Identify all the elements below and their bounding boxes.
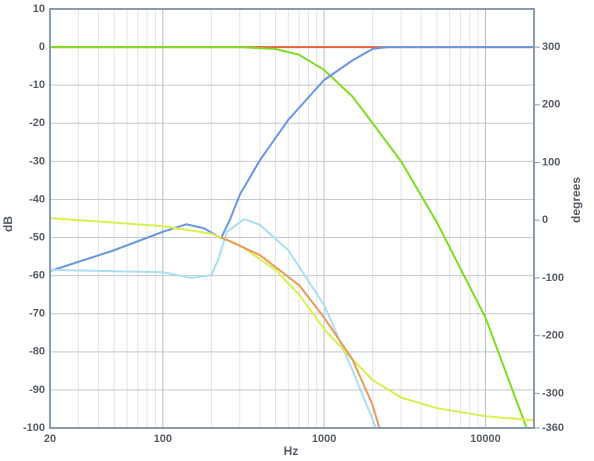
y-tick-label: -60 [29, 270, 45, 282]
y-tick-label: -30 [29, 155, 45, 167]
y-axis-title: dB [1, 216, 15, 232]
y2-tick-label: 0 [542, 214, 548, 226]
series-line [220, 236, 381, 428]
plot-area [50, 9, 534, 428]
y-tick-label: -100 [23, 422, 45, 434]
y2-tick-label: 200 [542, 99, 560, 111]
y-tick-label: -20 [29, 117, 45, 129]
y2-tick-label: -360 [542, 422, 564, 434]
y-tick-label: -50 [29, 231, 45, 243]
y-tick-label: -40 [29, 193, 45, 205]
series-line [50, 46, 534, 272]
y2-tick-label: 300 [542, 41, 560, 53]
x-tick-label: 20 [44, 433, 56, 445]
x-tick-label: 10000 [470, 433, 501, 445]
y-tick-label: 10 [33, 3, 45, 15]
y2-axis-title: degrees [569, 177, 583, 223]
plot-frame [49, 8, 535, 429]
y-tick-label: -70 [29, 308, 45, 320]
series-line [50, 46, 528, 428]
y-tick-label: -80 [29, 346, 45, 358]
y2-tick-label: -100 [542, 272, 564, 284]
y-tick-label: 0 [39, 41, 45, 53]
y2-tick-label: -200 [542, 330, 564, 342]
y2-tick-label: -300 [542, 387, 564, 399]
y2-tick-label: 100 [542, 156, 560, 168]
x-axis-title: Hz [284, 444, 299, 458]
series-line [50, 218, 378, 428]
y-tick-label: -10 [29, 79, 45, 91]
x-tick-label: 1000 [312, 433, 336, 445]
y-tick-label: -90 [29, 384, 45, 396]
x-tick-label: 100 [154, 433, 172, 445]
series-line [50, 217, 534, 422]
